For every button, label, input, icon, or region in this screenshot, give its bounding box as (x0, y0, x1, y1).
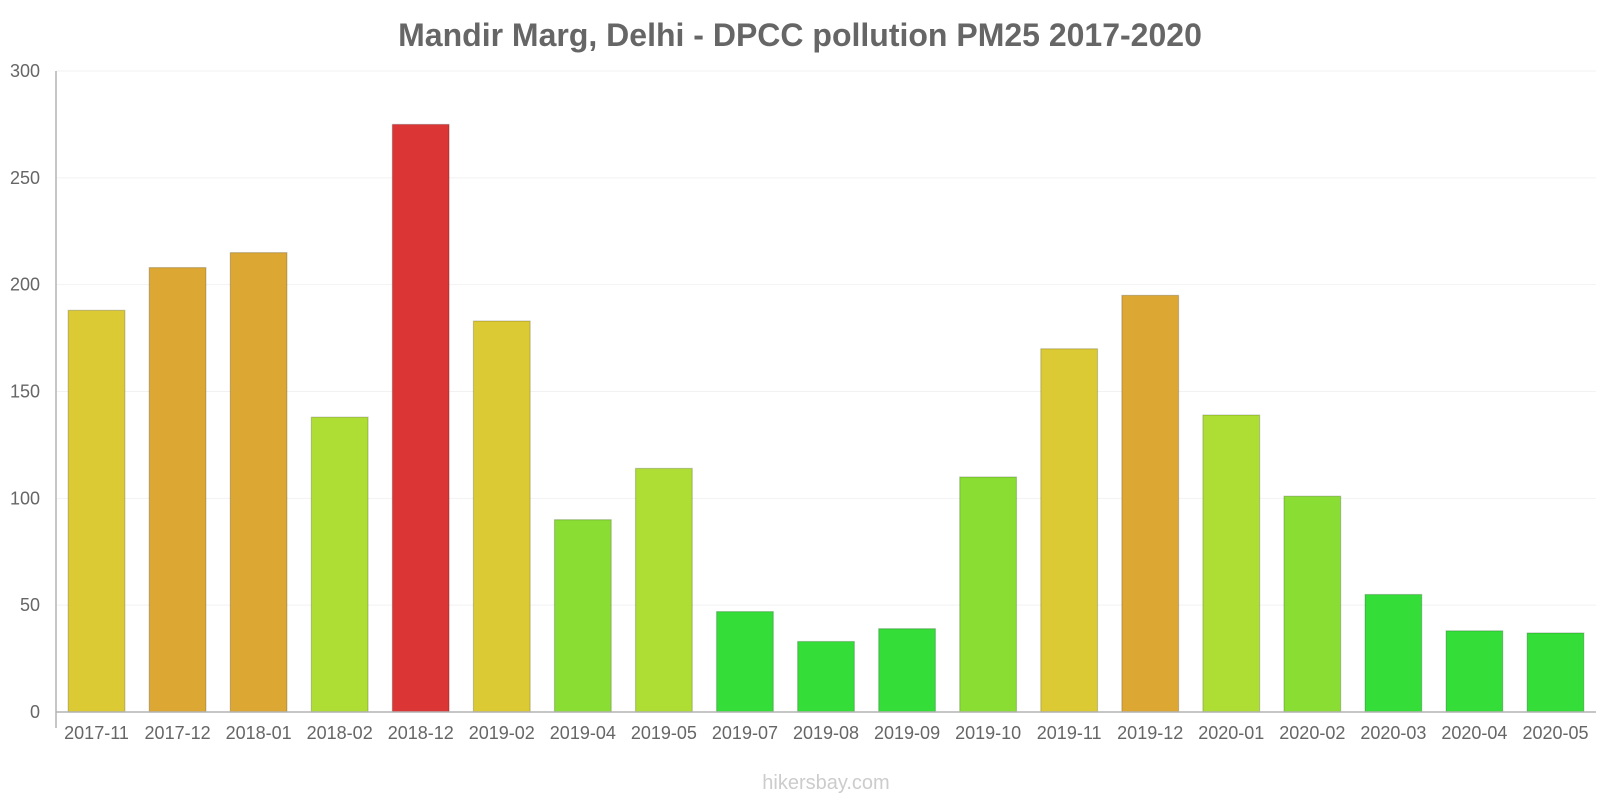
x-tick-label: 2020-04 (1441, 723, 1507, 743)
x-tick-label: 2020-03 (1360, 723, 1426, 743)
bar-2018-02 (310, 416, 369, 713)
x-tick-label: 2019-11 (1037, 723, 1102, 743)
y-tick-label: 250 (10, 168, 40, 188)
bar-2019-04 (553, 519, 612, 713)
bar-2019-09 (878, 628, 937, 713)
bar-2019-12 (1121, 294, 1180, 713)
bar-2020-01 (1202, 414, 1261, 713)
y-tick-label: 150 (10, 382, 40, 402)
y-tick-label: 100 (10, 488, 40, 508)
x-tick-label: 2017-12 (145, 723, 211, 743)
bar-2020-05 (1526, 632, 1585, 713)
x-tick-label: 2019-02 (469, 723, 535, 743)
x-tick-label: 2020-02 (1279, 723, 1345, 743)
x-tick-label: 2018-01 (226, 723, 292, 743)
bar-2019-07 (715, 610, 774, 713)
x-tick-label: 2019-08 (793, 723, 859, 743)
x-tick-label: 2017-11 (64, 723, 129, 743)
bar-2017-12 (148, 266, 207, 713)
x-tick-label: 2019-09 (874, 723, 940, 743)
bar-2019-02 (472, 320, 531, 713)
bar-2020-02 (1283, 495, 1342, 713)
x-tick-label: 2020-01 (1198, 723, 1264, 743)
x-tick-label: 2019-12 (1117, 723, 1183, 743)
y-tick-label: 300 (10, 61, 40, 81)
x-tick-label: 2019-07 (712, 723, 778, 743)
x-tick-label: 2018-12 (388, 723, 454, 743)
y-axis-ticks: 0 50 100 150 200 250 300 (10, 61, 40, 722)
x-tick-label: 2020-05 (1522, 723, 1588, 743)
y-tick-label: 50 (20, 595, 40, 615)
x-tick-label: 2019-05 (631, 723, 697, 743)
x-tick-label: 2018-02 (307, 723, 373, 743)
bar-2019-08 (797, 640, 855, 713)
x-tick-label: 2019-10 (955, 723, 1021, 743)
y-tick-label: 0 (30, 702, 40, 722)
chart-title: Mandir Marg, Delhi - DPCC pollution PM25… (398, 17, 1202, 53)
bar-2017-11 (67, 309, 126, 713)
bar-2019-10 (959, 476, 1018, 713)
y-tick-label: 200 (10, 275, 40, 295)
bars (67, 123, 1585, 713)
bar-2019-05 (634, 467, 693, 713)
bar-2020-03 (1364, 593, 1423, 713)
bar-2018-01 (229, 252, 288, 713)
bar-2020-04 (1445, 630, 1504, 713)
x-axis-ticks: 2017-11 2017-12 2018-01 2018-02 2018-12 2019-… (64, 723, 1588, 743)
bar-2019-11 (1040, 348, 1099, 713)
bar-2018-12 (391, 123, 450, 713)
watermark: hikersbay.com (762, 772, 889, 794)
x-tick-label: 2019-04 (550, 723, 616, 743)
